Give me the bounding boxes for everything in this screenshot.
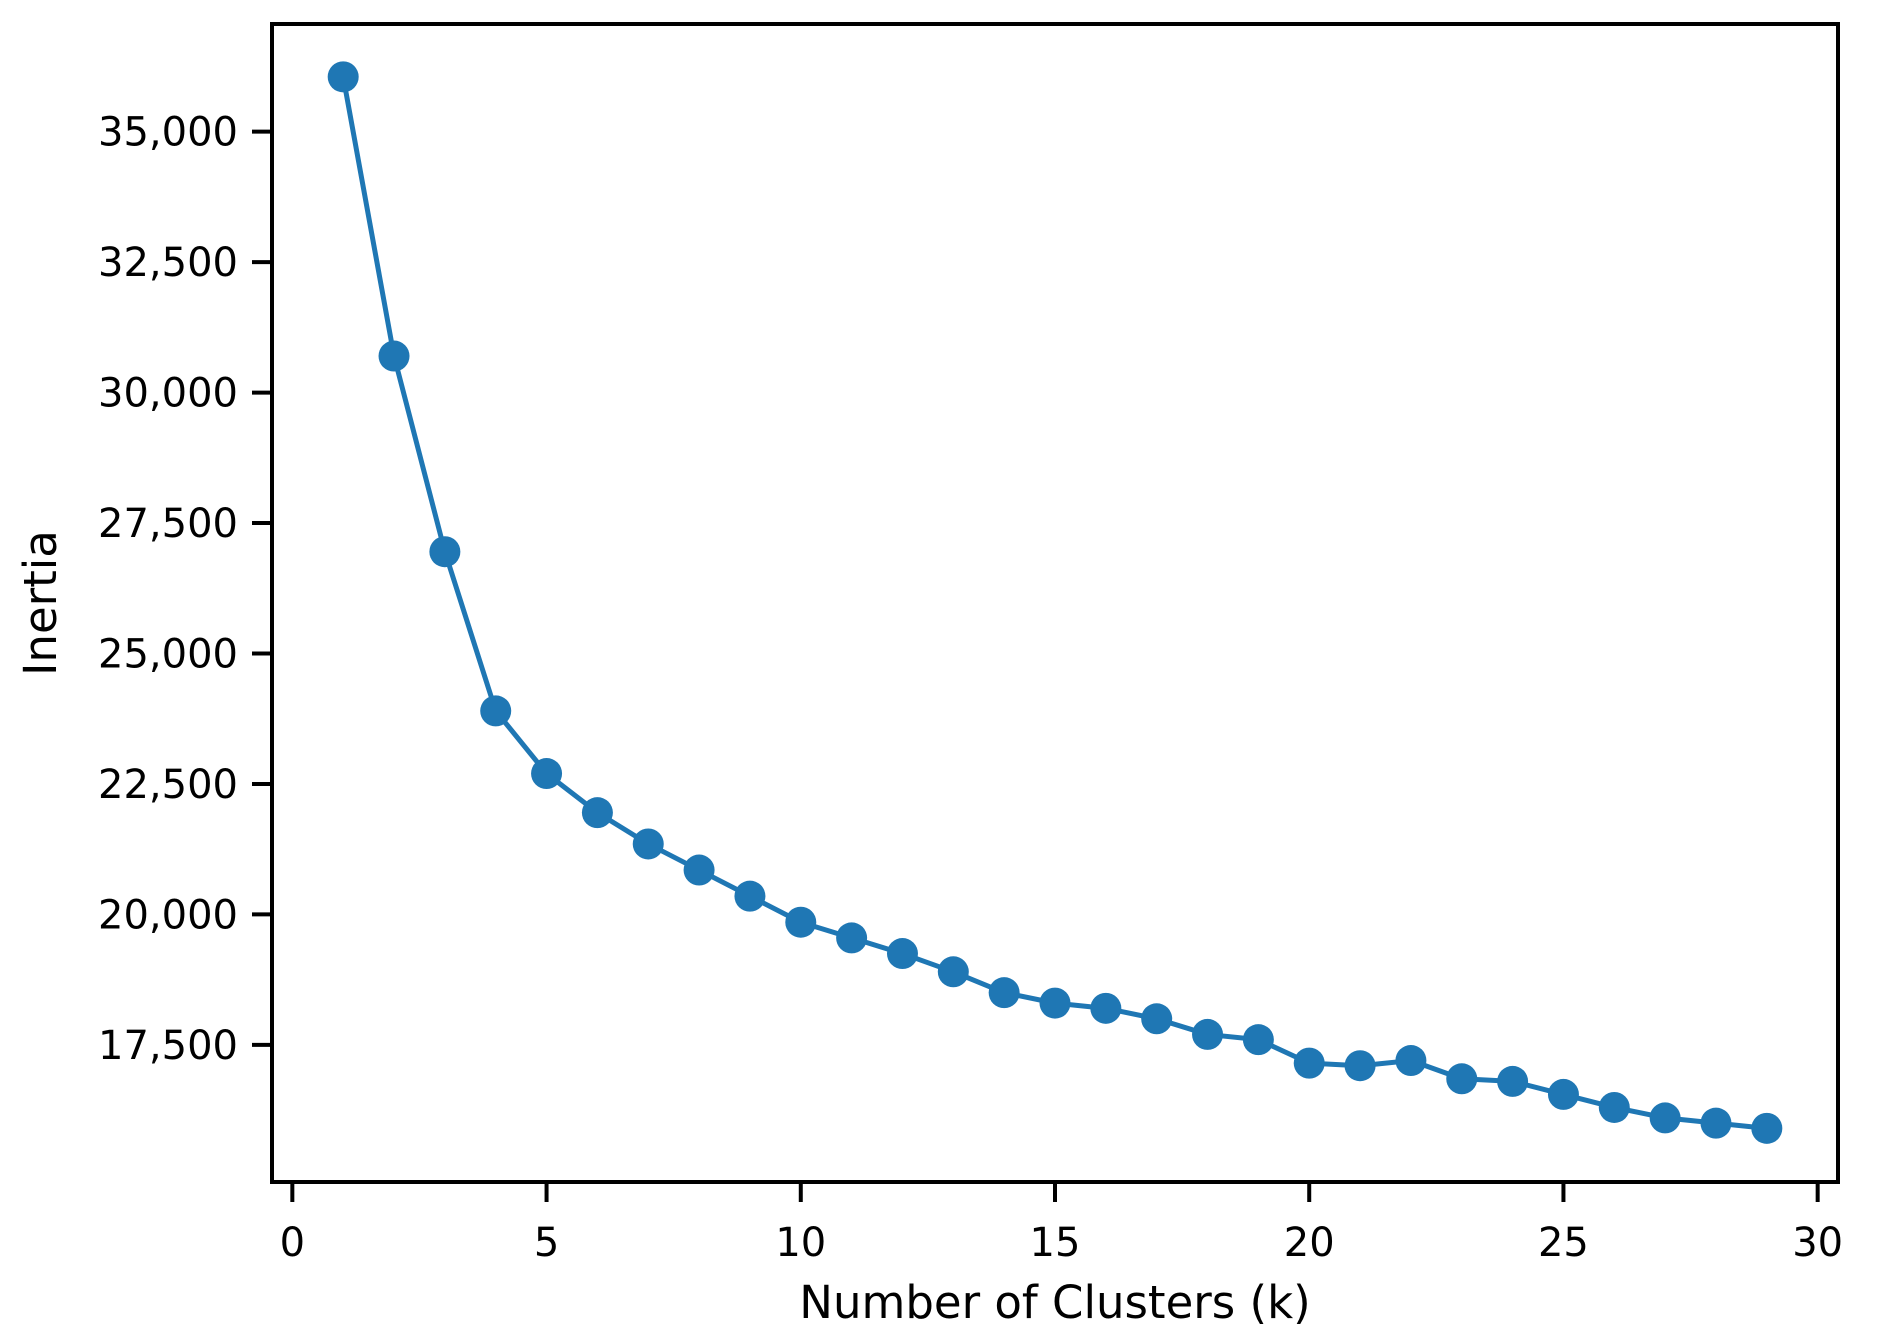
data-point [378,340,410,372]
data-point [785,906,817,938]
data-point [1446,1063,1478,1095]
data-point [683,854,715,886]
plot-frame [270,22,1840,1184]
y-tick-label: 17,500 [98,1023,238,1069]
x-tick-label: 0 [280,1220,305,1266]
data-point [1141,1003,1173,1035]
y-axis-label: Inertia [14,530,67,676]
x-axis-label: Number of Clusters (k) [799,1276,1310,1329]
x-tick-label: 20 [1284,1220,1335,1266]
y-tick-label: 32,500 [98,240,238,286]
y-tick-label: 25,000 [98,631,238,677]
data-point [531,758,563,790]
data-point [1090,992,1122,1024]
data-point [1700,1107,1732,1139]
data-point [429,536,461,568]
data-point [1192,1018,1224,1050]
data-point [734,880,766,912]
data-point [1751,1112,1783,1144]
x-tick-label: 5 [534,1220,559,1266]
data-point [1547,1078,1579,1110]
data-point [1344,1050,1376,1082]
data-point [581,797,613,829]
data-point [937,956,969,988]
inertia-series [327,61,1783,1144]
data-point [327,61,359,93]
data-point [480,695,512,727]
y-axis-ticks: 17,500 20,000 22,500 25,000 27,500 30,000 32,5… [98,110,272,1069]
x-tick-label: 10 [775,1220,826,1266]
data-point [1039,987,1071,1019]
data-point [1598,1091,1630,1123]
data-point [1649,1102,1681,1134]
x-tick-label: 15 [1030,1220,1081,1266]
y-tick-label: 22,500 [98,762,238,808]
y-tick-label: 30,000 [98,371,238,417]
data-point [836,922,868,954]
x-tick-label: 25 [1538,1220,1589,1266]
data-point [1242,1024,1274,1056]
x-tick-label: 30 [1792,1220,1843,1266]
y-tick-label: 27,500 [98,501,238,547]
data-point [1293,1047,1325,1079]
x-axis-ticks: 0 5 10 15 20 25 30 [280,1182,1843,1266]
data-point [1395,1045,1427,1077]
data-point [1497,1065,1529,1097]
data-point [632,828,664,860]
data-point [988,977,1020,1009]
y-tick-label: 20,000 [98,892,238,938]
data-point [886,938,918,970]
y-tick-label: 35,000 [98,110,238,156]
